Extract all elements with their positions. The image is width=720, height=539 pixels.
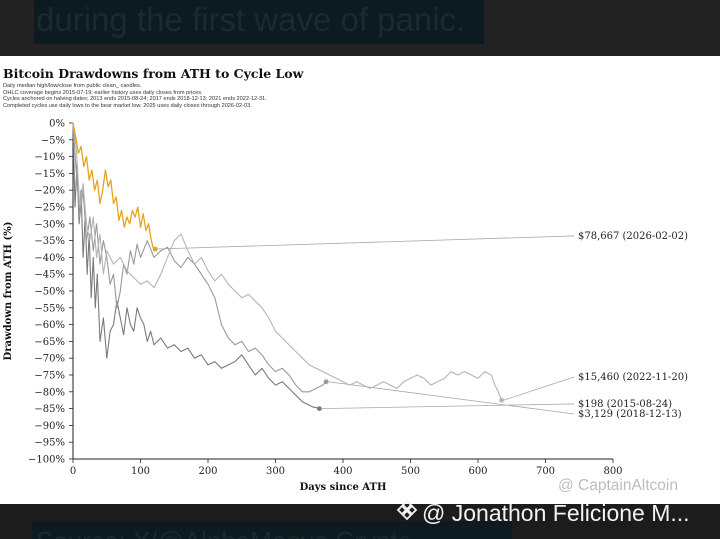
chart-title: Bitcoin Drawdowns from ATH to Cycle Low [3, 66, 304, 81]
y-tick-label: −10% [34, 152, 65, 163]
chart-notes: Daily median high/low/close from public … [3, 83, 267, 110]
x-tick-label: 500 [401, 466, 420, 477]
series-line-current [72, 122, 156, 252]
series-end-marker-c2021 [499, 397, 505, 403]
series-label-2013: $198 (2015-08-24) [578, 399, 672, 410]
y-tick-label: −100% [28, 455, 65, 466]
chart-card: Bitcoin Drawdowns from ATH to Cycle Low … [0, 56, 720, 504]
y-tick-label: −70% [34, 354, 65, 365]
caption-bottom: Source: X/@AlphaMaeve Crypto [32, 521, 512, 539]
series-label-2021: $15,460 (2022-11-20) [578, 372, 688, 383]
chart-note: Cycles anchored on halving dates; 2013 e… [3, 96, 267, 103]
drawdown-chart: 0% −5% −10% −15% −20% −25% −30% −35% −40% −45% −50… [3, 119, 688, 494]
x-tick-label: 100 [131, 466, 150, 477]
y-tick-label: −95% [34, 438, 65, 449]
series-connector-current [157, 235, 575, 250]
x-tick-label: 300 [266, 466, 285, 477]
series-end-marker-c2013 [316, 406, 322, 411]
y-tick-label: −5% [41, 135, 65, 146]
y-tick-label: −35% [34, 236, 65, 247]
series-line-c2021 [72, 122, 503, 401]
diamond-logo-icon [396, 499, 418, 527]
y-tick-label: −45% [34, 270, 65, 281]
chart-note: Completed cycles use daily lows to the b… [3, 103, 252, 110]
y-tick-label: −90% [34, 421, 65, 432]
series-connector-c2013 [321, 403, 575, 409]
y-tick-label: −20% [34, 186, 65, 197]
x-tick-label: 600 [468, 466, 487, 477]
series-end-marker-current [152, 246, 158, 252]
watermark-captainaltcoin: @ CaptainAltcoin [558, 477, 678, 494]
x-tick-label: 400 [333, 466, 352, 477]
y-tick-label: 0% [49, 119, 65, 130]
y-tick-label: −85% [34, 404, 65, 415]
x-tick-label: 200 [198, 466, 217, 477]
y-tick-label: −25% [34, 203, 65, 214]
x-tick-label: 700 [536, 466, 555, 477]
y-tick-label: −50% [34, 287, 65, 298]
y-tick-label: −80% [34, 387, 65, 398]
chart-note: Daily median high/low/close from public … [3, 83, 142, 89]
caption-top: during the first wave of panic. [34, 0, 484, 44]
y-tick-label: −55% [34, 303, 65, 314]
y-tick-label: −60% [34, 320, 65, 331]
series-label-2017: $3,129 (2018-12-13) [578, 409, 682, 420]
watermark-author-text: @ Jonathon Felicione M... [422, 500, 690, 526]
chart-note: OHLC coverage begins 2015-07-19; earlier… [3, 89, 203, 96]
x-axis-label: Days since ATH [300, 482, 387, 493]
series-label-current: $78,667 (2026-02-02) [578, 231, 688, 242]
y-tick-label: −65% [34, 337, 65, 348]
series-connector-c2017 [328, 381, 575, 415]
y-tick-label: −40% [34, 253, 65, 264]
y-tick-label: −15% [34, 169, 65, 180]
series-end-marker-c2017 [323, 379, 329, 385]
series-line-c2013 [72, 122, 320, 410]
watermark-author: @ Jonathon Felicione M... [396, 499, 690, 527]
y-axis-label: Drawdown from ATH (%) [3, 222, 14, 361]
y-tick-label: −75% [34, 371, 65, 382]
y-tick-label: −30% [34, 219, 65, 230]
x-tick-label: 800 [603, 466, 622, 477]
x-tick-label: 0 [70, 466, 76, 477]
series-line-c2017 [72, 122, 327, 393]
series-connector-c2021 [503, 376, 575, 401]
